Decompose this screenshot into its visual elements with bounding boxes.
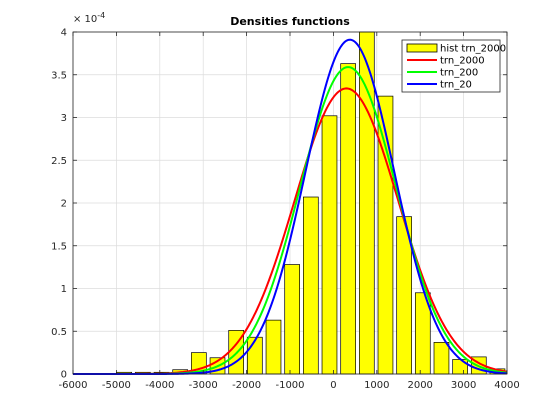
- y-tick-labels: 0 0.5 1 1.5 2 2.5 3 3.5 4: [51, 28, 67, 381]
- legend-label-hist: hist trn_2000: [440, 44, 506, 55]
- x-tick-label: 3000: [451, 380, 476, 391]
- y-tick-label: 4: [61, 28, 67, 39]
- y-tick-label: 0.5: [51, 327, 67, 338]
- histogram-bar: [303, 196, 319, 375]
- legend-label-trn-2000: trn_2000: [440, 56, 485, 67]
- y-tick-label: 0: [61, 370, 67, 381]
- y-tick-label: 2.5: [51, 156, 67, 167]
- y-tick-label: 2: [61, 199, 67, 210]
- x-tick-labels: -6000 -5000 -4000 -3000 -2000 -1000 0 1000 2000 3…: [58, 380, 519, 391]
- x-tick-label: 2000: [407, 380, 432, 391]
- histogram-bar: [359, 31, 375, 375]
- y-tick-label: 1: [61, 284, 67, 295]
- histogram-bar: [284, 264, 300, 375]
- x-tick-label: -2000: [232, 380, 261, 391]
- y-exponent-power: -4: [97, 11, 105, 20]
- x-tick-label: -5000: [102, 380, 131, 391]
- histogram-bar: [377, 95, 394, 375]
- x-tick-label: 4000: [494, 380, 519, 391]
- x-tick-label: -1000: [275, 380, 304, 391]
- histogram-bar: [452, 359, 468, 375]
- legend-label-trn-200: trn_200: [440, 68, 478, 79]
- legend: hist trn_2000 trn_2000 trn_200 trn_20: [401, 39, 506, 93]
- chart-title: Densities functions: [230, 15, 350, 28]
- x-tick-label: -4000: [145, 380, 174, 391]
- x-tick-label: -6000: [58, 380, 87, 391]
- histogram-bar: [265, 319, 282, 375]
- y-tick-label: 3.5: [51, 70, 67, 81]
- axis-ticks: [72, 31, 508, 375]
- x-tick-label: 0: [330, 380, 336, 391]
- y-axis-exponent: × 10-4: [73, 11, 105, 25]
- histogram-bar: [340, 63, 356, 375]
- legend-swatch-hist: [406, 43, 438, 53]
- histogram-bar: [321, 115, 338, 375]
- y-tick-label: 3: [61, 113, 67, 124]
- x-tick-label: 1000: [364, 380, 389, 391]
- legend-label-trn-20: trn_20: [440, 80, 472, 91]
- histogram-bar: [247, 336, 263, 375]
- x-tick-label: -3000: [189, 380, 218, 391]
- y-exponent-base: × 10: [73, 14, 97, 25]
- histogram-bar: [433, 342, 450, 375]
- y-tick-label: 1.5: [51, 241, 67, 252]
